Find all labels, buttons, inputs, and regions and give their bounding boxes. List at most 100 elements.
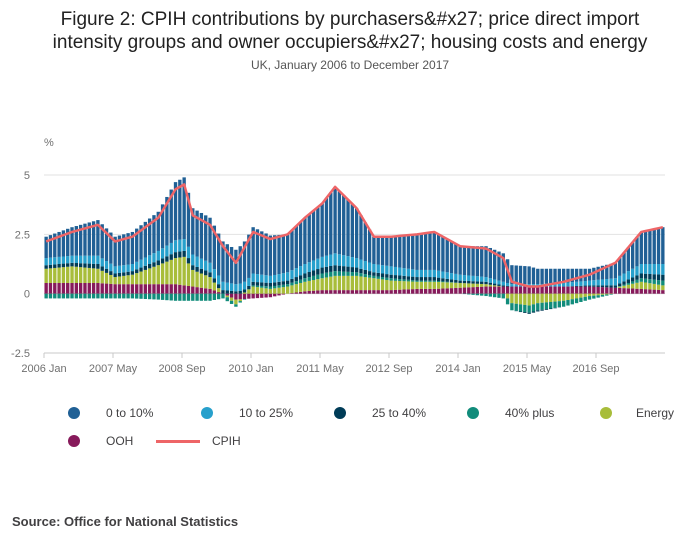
bar-segment-energy	[113, 277, 117, 285]
bar-segment-10-to-25	[592, 280, 596, 286]
bar-segment-energy	[350, 275, 355, 291]
legend-label: CPIH	[212, 434, 241, 448]
bar-segment-energy	[393, 280, 398, 290]
bar-segment-10-to-25	[419, 269, 424, 278]
bar-segment-energy	[372, 278, 376, 291]
legend-label: 25 to 40%	[372, 406, 427, 420]
bar-segment-25-to-40	[536, 310, 540, 312]
bar-segment-25-to-40	[294, 277, 298, 282]
bar-segment-0-to-10	[156, 211, 160, 251]
chart-title-line-2: intensity groups and owner occupiers&#x2…	[52, 32, 648, 53]
bar-segment-10-to-25	[367, 262, 372, 272]
bar-segment-25-to-40	[363, 269, 367, 275]
bar-segment-0-to-10	[74, 226, 79, 256]
bar-segment-energy	[544, 293, 549, 303]
bar-segment-40-plus	[298, 279, 303, 283]
bar-segment-40-plus	[44, 293, 48, 299]
bar-segment-ooh	[389, 290, 393, 294]
bar-segment-ooh	[122, 284, 126, 294]
bar-segment-0-to-10	[290, 230, 294, 271]
bar-segment-25-to-40	[592, 285, 596, 287]
y-tick-label: 0	[24, 289, 30, 301]
bar-segment-25-to-40	[70, 262, 74, 267]
bar-segment-energy	[264, 288, 268, 294]
bar-segment-10-to-25	[139, 259, 143, 268]
bar-segment-energy	[139, 271, 143, 285]
bar-segment-40-plus	[626, 282, 631, 285]
bar-segment-25-to-40	[229, 290, 234, 294]
y-tick-label: 5	[24, 170, 30, 182]
bar-segment-ooh	[596, 286, 600, 294]
bar-segment-40-plus	[324, 272, 329, 278]
bar-segment-energy	[423, 281, 428, 289]
bar-segment-0-to-10	[350, 203, 355, 258]
bar-segment-10-to-25	[303, 264, 307, 274]
bar-segment-energy	[126, 275, 130, 285]
bar-segment-25-to-40	[480, 281, 484, 284]
bar-segment-ooh	[204, 288, 208, 294]
bar-segment-40-plus	[173, 293, 178, 301]
bar-segment-ooh	[251, 293, 255, 299]
bar-segment-25-to-40	[212, 278, 217, 283]
bar-segment-energy	[359, 276, 363, 291]
bar-segment-ooh	[57, 282, 61, 294]
bar-segment-40-plus	[342, 271, 346, 276]
bar-segment-energy	[376, 278, 380, 291]
bar-segment-25-to-40	[471, 281, 475, 284]
bar-segment-10-to-25	[389, 266, 393, 275]
bar-segment-energy	[70, 266, 74, 283]
bar-segment-0-to-10	[273, 235, 277, 275]
bar-segment-25-to-40	[247, 285, 251, 290]
bar-segment-40-plus	[398, 279, 402, 282]
bar-segment-25-to-40	[600, 285, 605, 288]
bar-segment-25-to-40	[156, 260, 160, 266]
bar-segment-40-plus	[96, 293, 100, 299]
bar-segment-10-to-25	[471, 275, 475, 282]
bar-segment-10-to-25	[385, 265, 389, 275]
bar-segment-energy	[553, 293, 557, 302]
bar-segment-10-to-25	[173, 240, 178, 253]
bar-segment-25-to-40	[48, 264, 53, 269]
bar-segment-10-to-25	[480, 276, 484, 282]
bar-segment-0-to-10	[191, 208, 195, 255]
bar-segment-10-to-25	[78, 255, 83, 264]
bar-segment-25-to-40	[273, 282, 277, 286]
bar-segment-10-to-25	[178, 239, 182, 252]
bar-segment-0-to-10	[389, 236, 393, 267]
bar-segment-40-plus	[402, 279, 406, 282]
bar-segment-0-to-10	[570, 268, 574, 283]
bar-segment-ooh	[273, 293, 277, 297]
bar-segment-10-to-25	[260, 274, 264, 283]
bar-segment-25-to-40	[432, 277, 436, 281]
bar-segment-0-to-10	[596, 266, 600, 280]
bar-segment-10-to-25	[574, 281, 579, 286]
bar-segment-ooh	[557, 286, 562, 294]
bar-segment-10-to-25	[264, 275, 268, 283]
bar-segment-40-plus	[66, 293, 70, 299]
bar-segment-25-to-40	[622, 281, 626, 285]
bar-segment-25-to-40	[389, 274, 393, 279]
bar-segment-ooh	[363, 290, 367, 294]
bar-segment-0-to-10	[57, 231, 61, 257]
bar-segment-0-to-10	[458, 246, 462, 275]
bar-segment-0-to-10	[618, 257, 622, 276]
bar-segment-10-to-25	[191, 254, 195, 266]
bar-segment-0-to-10	[173, 182, 178, 241]
bar-segment-ooh	[117, 284, 122, 294]
legend-swatch	[68, 407, 80, 419]
bar-segment-energy	[428, 281, 432, 289]
bar-segment-40-plus	[91, 293, 96, 299]
bar-segment-energy	[173, 258, 178, 285]
bar-segment-ooh	[579, 286, 583, 294]
bar-segment-ooh	[234, 293, 238, 300]
bar-segment-ooh	[329, 290, 333, 294]
bar-segment-0-to-10	[643, 231, 648, 264]
bar-segment-25-to-40	[311, 270, 316, 276]
bar-segment-40-plus	[109, 293, 113, 299]
bar-segment-25-to-40	[618, 283, 622, 287]
bar-segment-0-to-10	[117, 235, 122, 266]
bar-segment-0-to-10	[234, 249, 238, 285]
bar-segment-ooh	[320, 290, 324, 294]
bar-segment-40-plus	[363, 274, 367, 278]
bar-segment-10-to-25	[583, 281, 587, 286]
